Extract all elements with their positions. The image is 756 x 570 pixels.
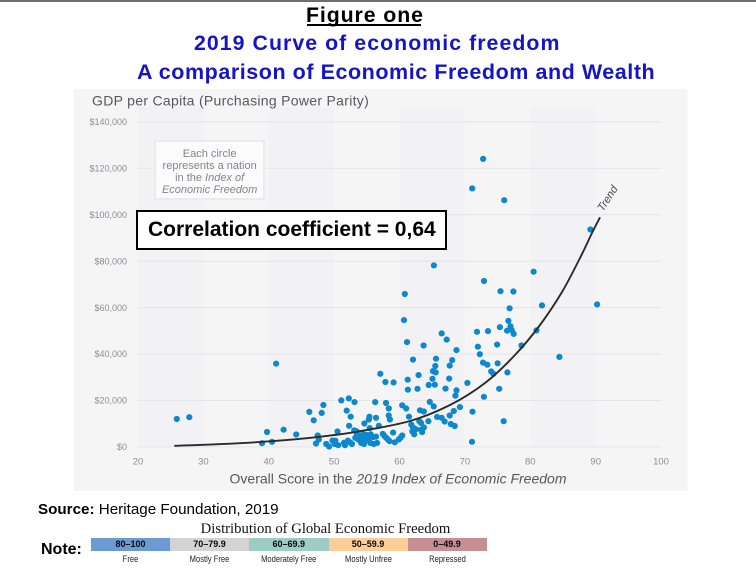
svg-text:$80,000: $80,000 [94, 256, 127, 266]
svg-text:GDP per Capita (Purchasing Pow: GDP per Capita (Purchasing Power Parity) [92, 93, 369, 109]
svg-text:$40,000: $40,000 [94, 349, 127, 359]
svg-text:$100,000: $100,000 [89, 210, 127, 220]
svg-text:80: 80 [525, 457, 536, 468]
svg-text:40: 40 [264, 457, 275, 468]
svg-text:50: 50 [329, 457, 340, 468]
svg-text:Overall Score in the 2019 Inde: Overall Score in the 2019 Index of Econo… [230, 471, 567, 487]
svg-text:30: 30 [198, 457, 209, 468]
svg-text:90: 90 [590, 457, 601, 468]
svg-text:$60,000: $60,000 [94, 303, 127, 313]
svg-text:$20,000: $20,000 [94, 396, 127, 406]
svg-text:100: 100 [653, 457, 669, 468]
svg-text:$120,000: $120,000 [89, 164, 127, 174]
svg-text:60: 60 [394, 457, 405, 468]
svg-text:$0: $0 [117, 442, 127, 452]
svg-text:$140,000: $140,000 [89, 117, 127, 127]
svg-text:20: 20 [133, 457, 144, 468]
svg-text:70: 70 [460, 457, 471, 468]
